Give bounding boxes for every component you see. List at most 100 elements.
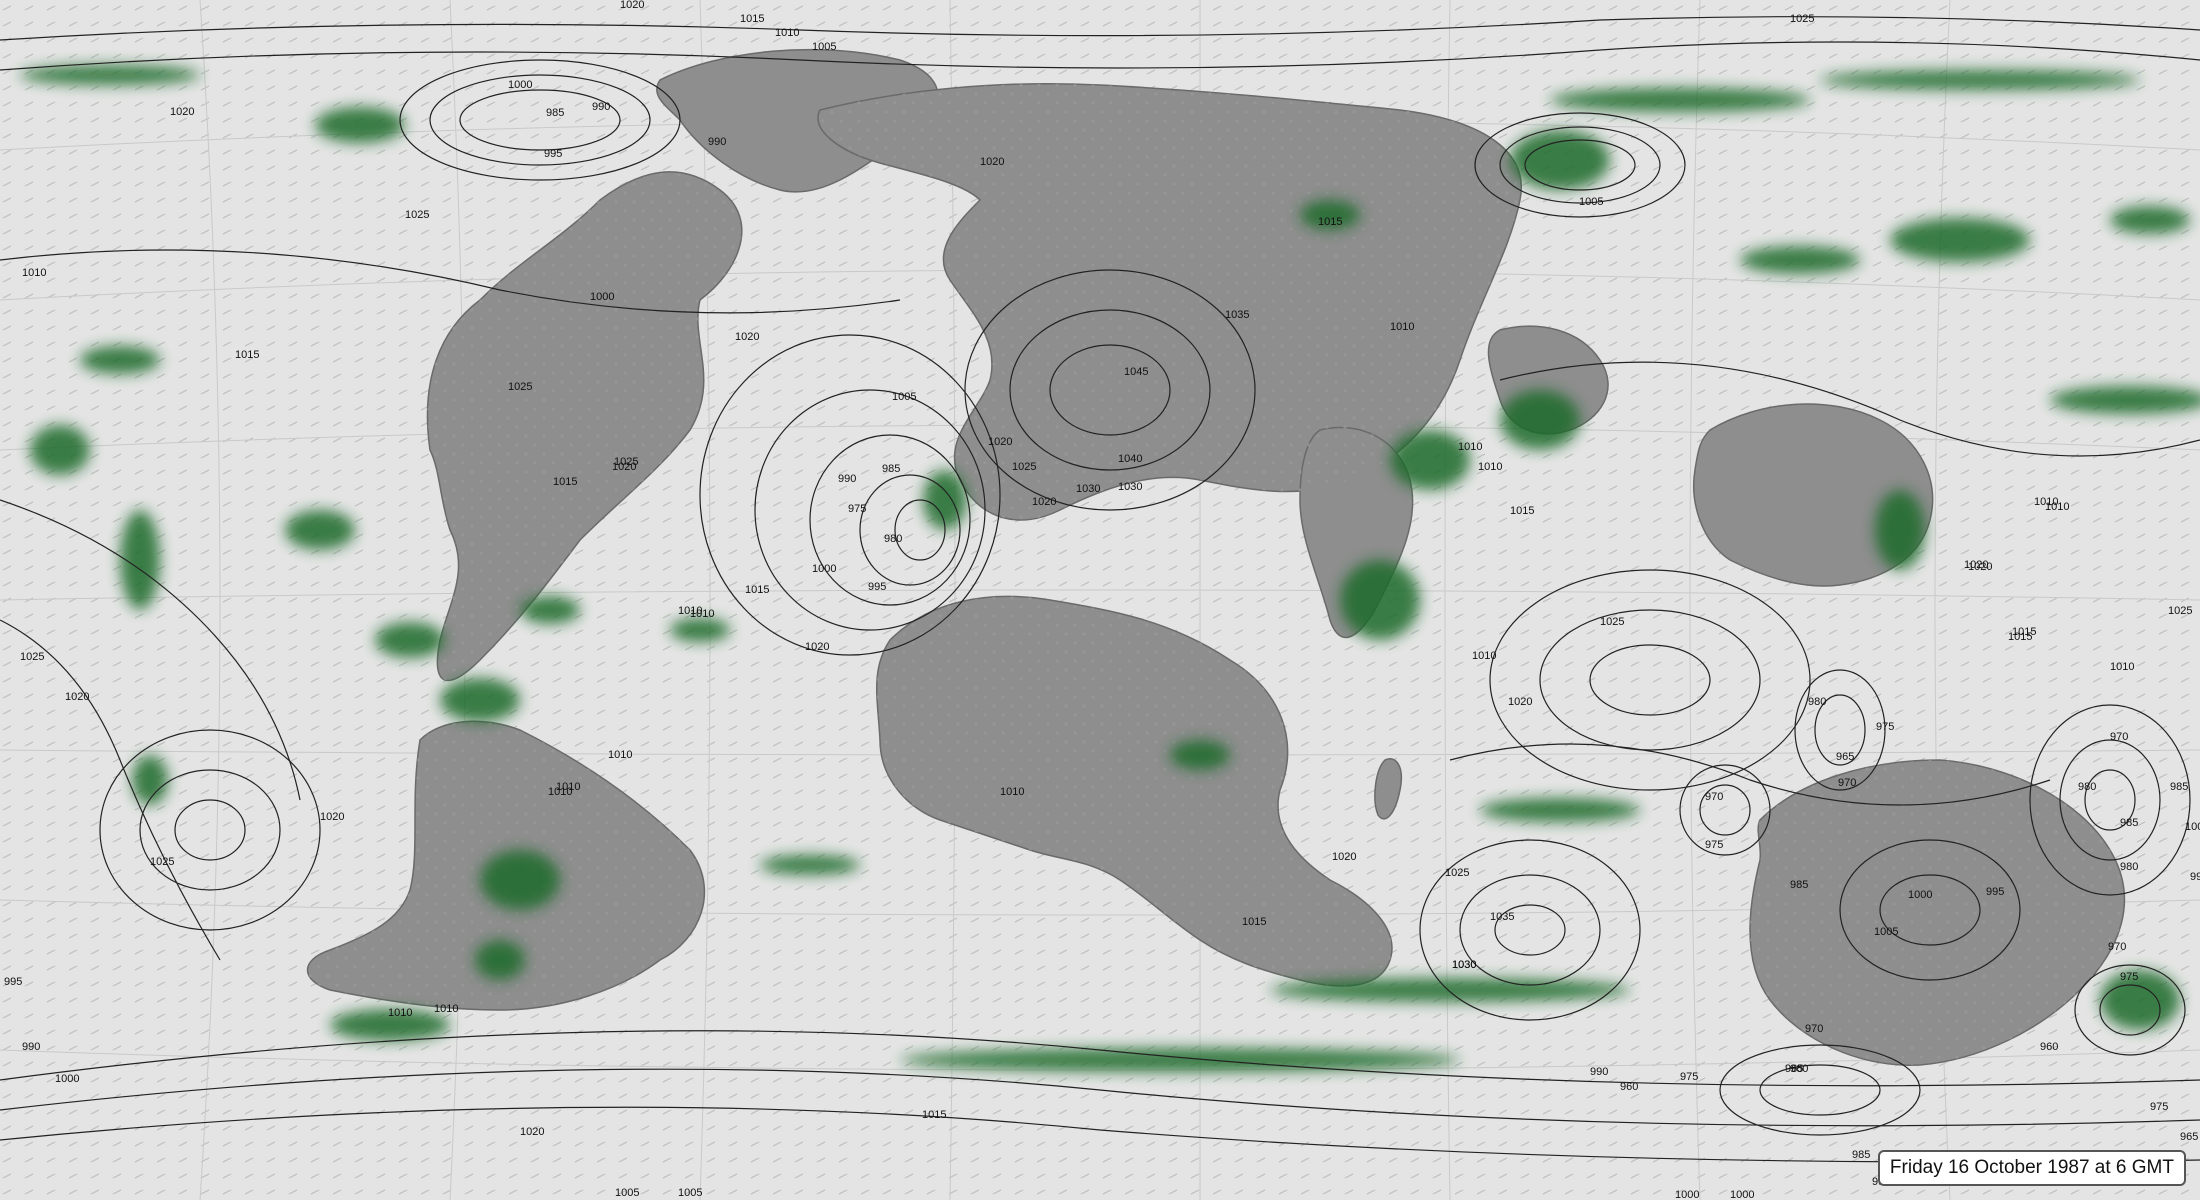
isobar-label: 1020 — [988, 436, 1012, 448]
isobar-label: 1015 — [740, 13, 764, 25]
isobar-label: 1045 — [1124, 366, 1148, 378]
isobar-label: 1000 — [2185, 821, 2200, 833]
isobar-label: 965 — [1785, 1063, 1803, 1075]
isobar-label: 970 — [2108, 941, 2126, 953]
isobar-label: 1005 — [615, 1187, 639, 1199]
isobar-label: 1005 — [812, 41, 836, 53]
isobar-label: 1025 — [20, 651, 44, 663]
isobar-label: 965 — [1836, 751, 1854, 763]
isobars — [0, 16, 2200, 1163]
isobar-label: 990 — [708, 136, 726, 148]
isobar-label: 1015 — [1318, 216, 1342, 228]
isobar-label: 1010 — [1000, 786, 1024, 798]
isobar-label: 995 — [1986, 886, 2004, 898]
isobar-label: 995 — [868, 581, 886, 593]
isobar-label: 1020 — [1968, 561, 1992, 573]
isobar-label: 975 — [2120, 971, 2138, 983]
isobar-label: 1020 — [620, 0, 644, 11]
isobar-label: 1010 — [548, 786, 572, 798]
isobar-label: 1025 — [614, 456, 638, 468]
isobar-label: 1000 — [590, 291, 614, 303]
isobar-label: 1015 — [2012, 626, 2036, 638]
isobar-label: 980 — [1808, 696, 1826, 708]
isobar-label: 1010 — [388, 1007, 412, 1019]
australia — [1693, 403, 1934, 587]
isobar-label: 1010 — [608, 749, 632, 761]
isobar-label: 1010 — [690, 608, 714, 620]
isobar-label: 1000 — [508, 79, 532, 91]
isobar-label: 1025 — [1600, 616, 1624, 628]
isobar-label: 1010 — [22, 267, 46, 279]
isobar-label: 1015 — [1242, 916, 1266, 928]
date-label: Friday 16 October 1987 at 6 GMT — [1877, 1150, 2186, 1186]
isobar-label: 1010 — [1478, 461, 1502, 473]
isobar-label: 1030 — [1452, 959, 1476, 971]
isobar-label: 960 — [1620, 1081, 1638, 1093]
isobar-label: 1010 — [2034, 496, 2058, 508]
isobar-label: 975 — [2150, 1101, 2168, 1113]
isobar-label: 1000 — [55, 1073, 79, 1085]
isobar-label: 1025 — [1790, 13, 1814, 25]
isobar-label: 985 — [2170, 781, 2188, 793]
isobar-label: 1020 — [805, 641, 829, 653]
isobar-label: 1005 — [678, 1187, 702, 1199]
isobar-label: 980 — [884, 533, 902, 545]
isobar-label: 1020 — [1964, 559, 1988, 571]
isobar-label: 1000 — [1675, 1189, 1699, 1200]
isobar-label: 990 — [1590, 1066, 1608, 1078]
isobar-label: 990 — [2190, 871, 2200, 883]
isobar-label: 1020 — [1508, 696, 1532, 708]
isobar-label: 985 — [1790, 879, 1808, 891]
isobar-label: 990 — [838, 473, 856, 485]
isobar-label: 1025 — [150, 856, 174, 868]
isobar-label: 1010 — [2110, 661, 2134, 673]
isobar-label: 1000 — [812, 563, 836, 575]
isobar-label: 970 — [1805, 1023, 1823, 1035]
isobar-label: 965 — [2180, 1131, 2198, 1143]
isobar-label: 960 — [1790, 1063, 1808, 1075]
isobar-label: 1000 — [1908, 889, 1932, 901]
isobar-label: 985 — [546, 107, 564, 119]
isobar-label: 1010 — [434, 1003, 458, 1015]
isobar-label: 1030 — [1076, 483, 1100, 495]
isobar-label: 1025 — [1012, 461, 1036, 473]
isobar-label: 1020 — [65, 691, 89, 703]
isobar-label: 1020 — [735, 331, 759, 343]
isobar-label: 970 — [1838, 777, 1856, 789]
isobar-label: 1035 — [1225, 309, 1249, 321]
isobar-label: 1020 — [612, 461, 636, 473]
isobar-label: 1020 — [520, 1126, 544, 1138]
isobar-label: 1010 — [556, 781, 580, 793]
madagascar — [1374, 758, 1402, 820]
isobar-label: 1020 — [320, 811, 344, 823]
isobar-label: 995 — [4, 976, 22, 988]
isobar-label: 1025 — [405, 209, 429, 221]
isobar-label: 1015 — [553, 476, 577, 488]
isobar-label: 985 — [1852, 1149, 1870, 1161]
isobar-label: 1035 — [1490, 911, 1514, 923]
isobar-label: 990 — [592, 101, 610, 113]
isobar-label: 970 — [1705, 791, 1723, 803]
isobar-label: 1015 — [1510, 505, 1534, 517]
isobar-label: 1030 — [1452, 959, 1476, 971]
isobar-label: 975 — [1705, 839, 1723, 851]
isobar-label: 1015 — [235, 349, 259, 361]
isobar-label: 1010 — [1458, 441, 1482, 453]
isobar-label: 1025 — [2168, 605, 2192, 617]
isobar-label: 1010 — [1390, 321, 1414, 333]
isobar-label: 975 — [1680, 1071, 1698, 1083]
isobar-label: 1015 — [2008, 631, 2032, 643]
isobar-label: 1020 — [170, 106, 194, 118]
isobar-label: 1040 — [1118, 453, 1142, 465]
land-texture — [307, 83, 2125, 1066]
isobar-label: 990 — [22, 1041, 40, 1053]
isobar-label: 1020 — [980, 156, 1004, 168]
isobar-label: 1005 — [892, 391, 916, 403]
isobar-label: 1015 — [745, 584, 769, 596]
isobar-label: 1010 — [678, 605, 702, 617]
isobar-label: 975 — [1876, 721, 1894, 733]
isobar-label: 975 — [848, 503, 866, 515]
isobar-label: 1005 — [1579, 196, 1603, 208]
isobar-label: 1020 — [1032, 496, 1056, 508]
